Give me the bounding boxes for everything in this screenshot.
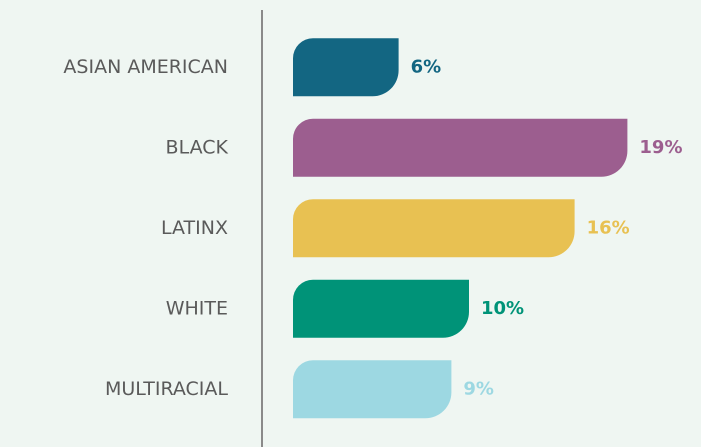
category-label: WHITE: [166, 297, 228, 319]
bar: [293, 199, 575, 258]
bar: [293, 279, 469, 338]
value-label: 10%: [481, 298, 524, 319]
value-label: 19%: [639, 137, 682, 158]
category-label: MULTIRACIAL: [105, 378, 228, 400]
value-label: 9%: [463, 378, 494, 399]
bar: [293, 360, 452, 419]
bar: [293, 118, 628, 177]
category-label: LATINX: [161, 217, 228, 239]
bar: [293, 38, 399, 97]
value-label: 16%: [587, 217, 630, 238]
category-label: ASIAN AMERICAN: [63, 56, 228, 78]
value-label: 6%: [411, 56, 442, 77]
category-label: BLACK: [166, 136, 229, 158]
